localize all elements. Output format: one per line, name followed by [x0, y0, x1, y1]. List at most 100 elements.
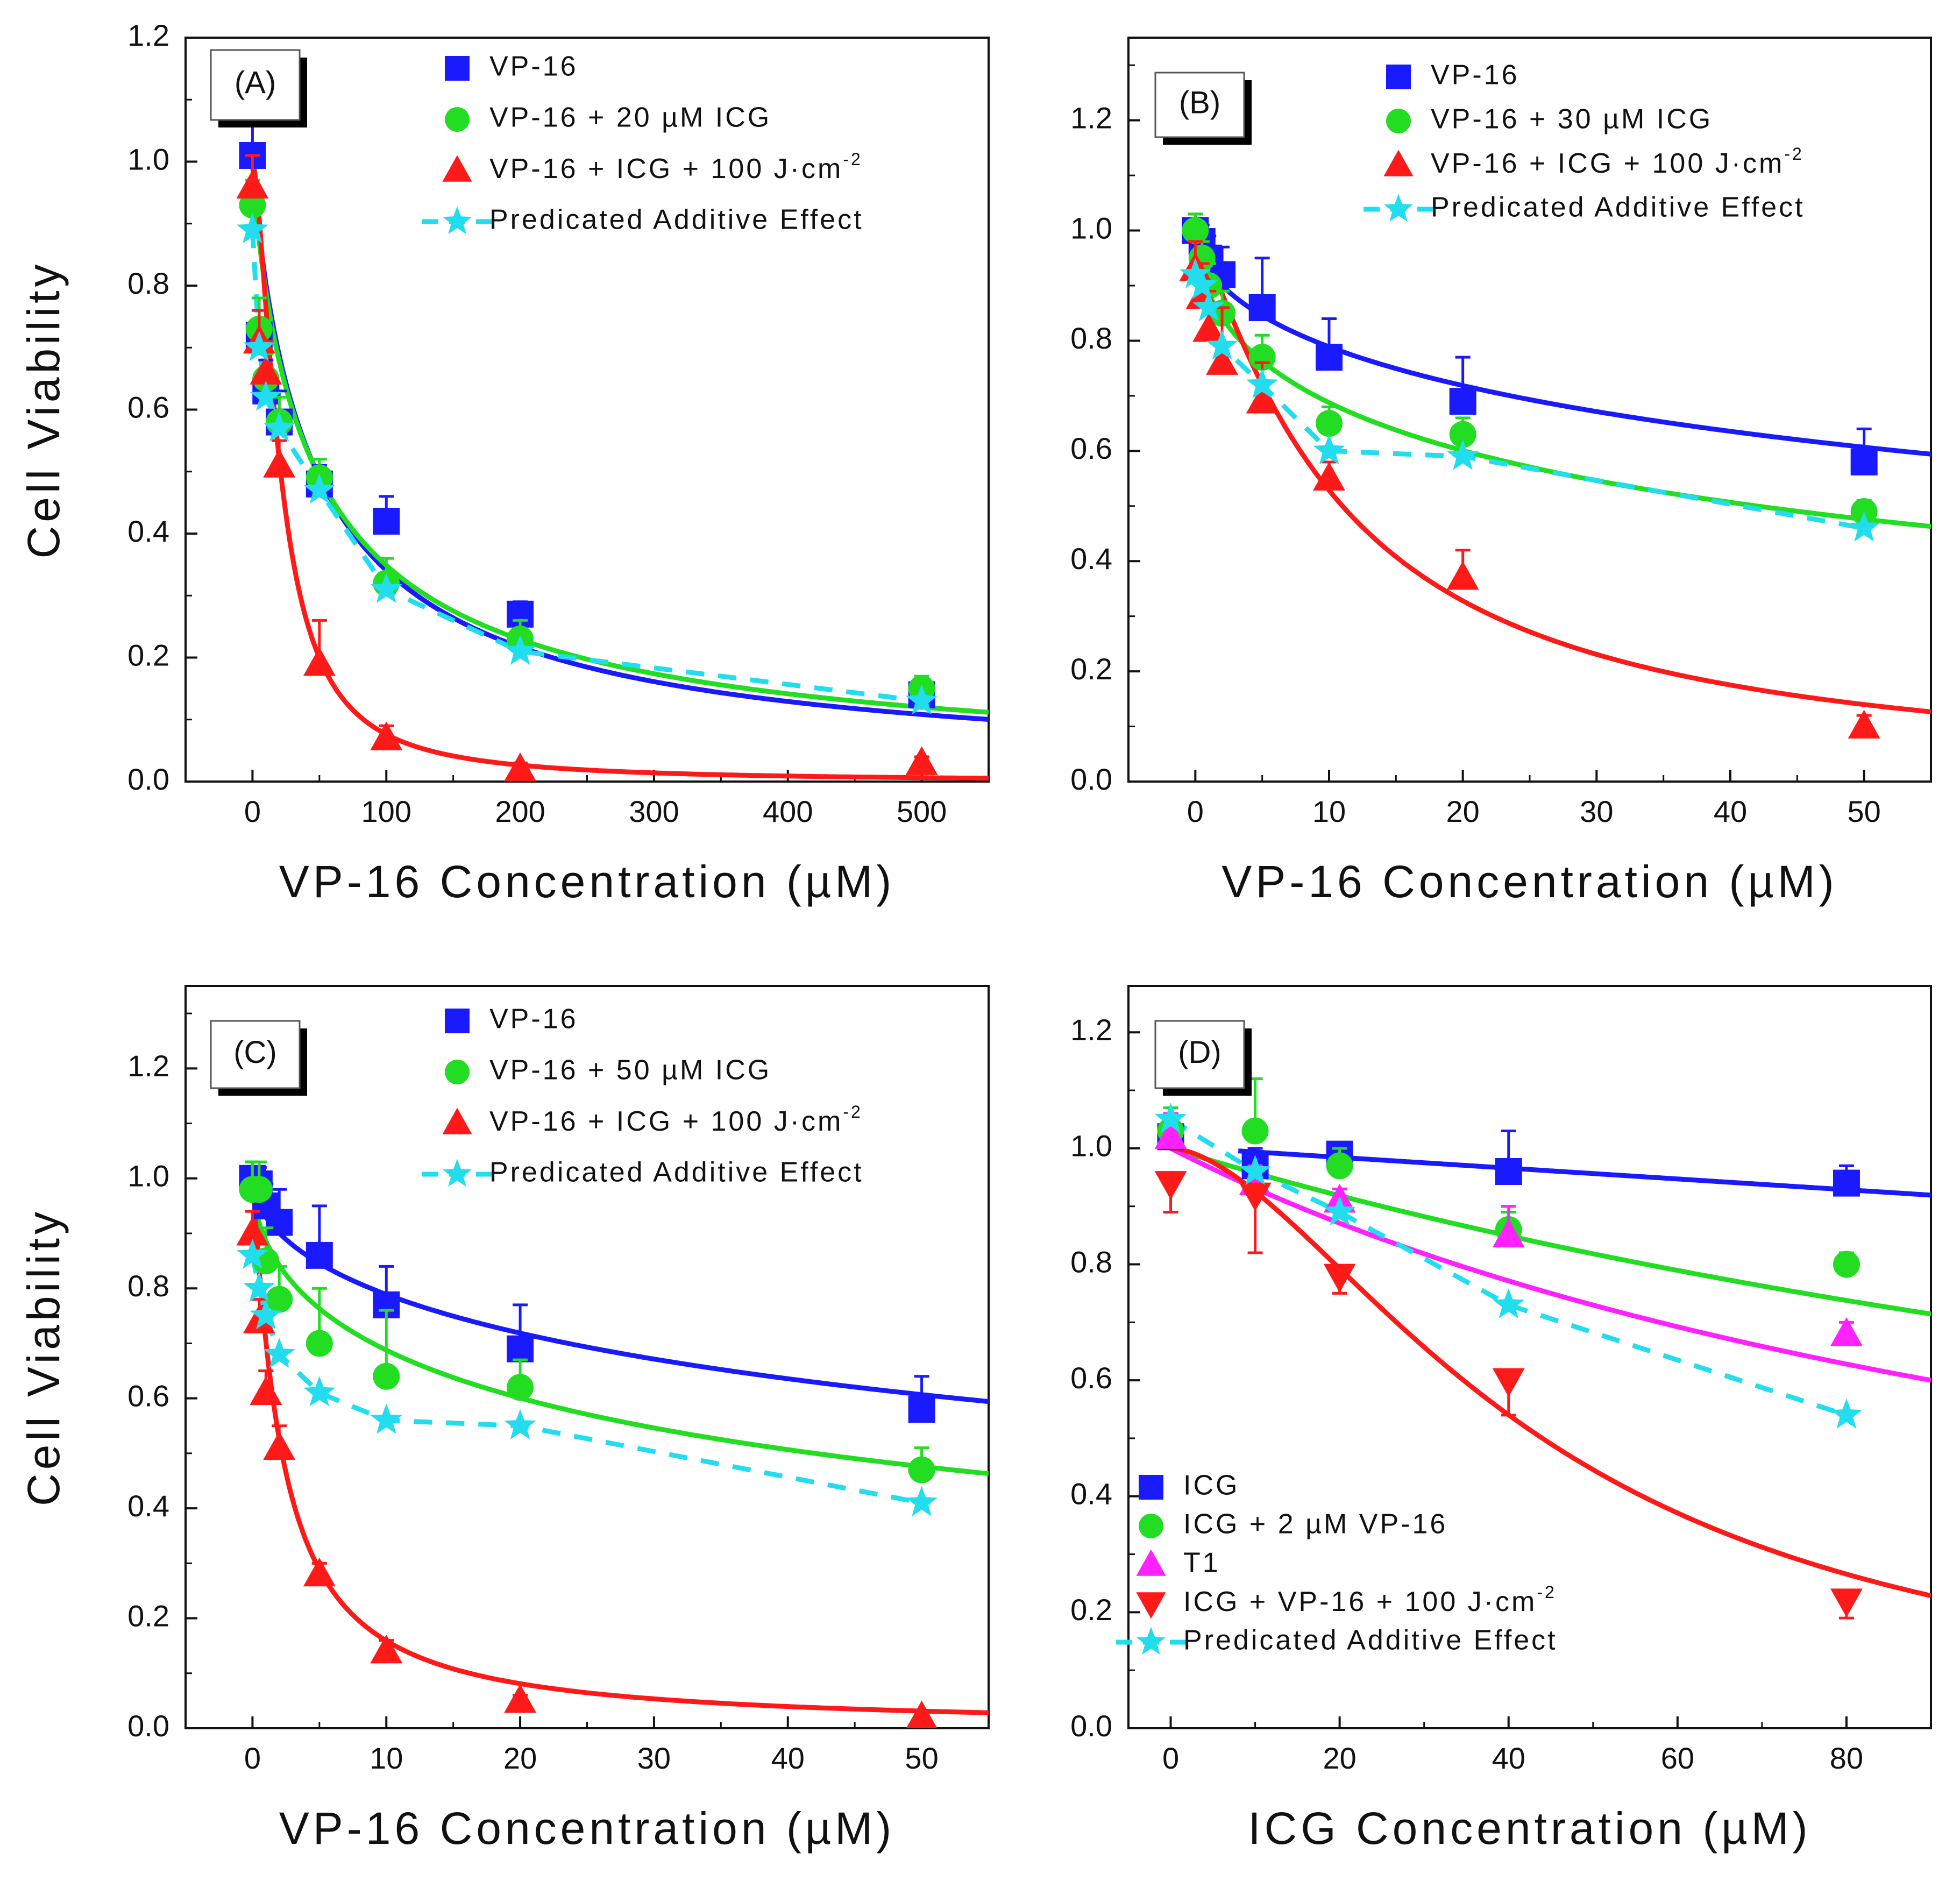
x-tick-label: 40 [771, 1741, 805, 1775]
panel-tag: (A) [210, 49, 307, 127]
x-axis-title: VP-16 Concentration (µM) [279, 856, 895, 907]
data-point [504, 635, 536, 665]
data-point [507, 1374, 534, 1401]
data-point [1492, 1368, 1525, 1397]
fit-curve [1238, 1148, 1931, 1198]
panel-tag-box [1154, 72, 1245, 138]
data-point [1246, 385, 1279, 414]
legend-label: ICG + 2 µM VP-16 [1183, 1509, 1447, 1540]
panel-tag: (C) [210, 1020, 307, 1096]
y-tick-label: 0.2 [127, 1599, 169, 1632]
data-point [303, 647, 336, 676]
legend-marker [442, 1108, 472, 1134]
data-point [1192, 291, 1225, 322]
y-tick-label: 0.8 [1070, 1245, 1112, 1279]
y-tick-label: 0.0 [1070, 1709, 1112, 1743]
data-point [370, 1634, 403, 1664]
y-tick-label: 0.6 [127, 390, 169, 424]
data-point [1850, 448, 1878, 475]
data-point [236, 1238, 268, 1269]
data-point [1192, 313, 1225, 342]
data-point [1248, 294, 1276, 321]
data-point [1182, 217, 1209, 244]
x-axis-title: VP-16 Concentration (µM) [1222, 856, 1837, 907]
data-point [306, 1241, 333, 1269]
data-point [1239, 1182, 1272, 1212]
legend-label: ICG [1183, 1470, 1239, 1501]
legend-label: Predicated Additive Effect [1431, 192, 1805, 223]
data-point [504, 752, 537, 782]
y-tick-label: 0.6 [1070, 431, 1112, 465]
fit-curve [250, 1176, 989, 1715]
additive-line [250, 230, 922, 704]
data-point [1848, 709, 1880, 739]
x-tick-label: 50 [1848, 794, 1881, 828]
data-point [250, 356, 282, 385]
x-tick-label: 400 [763, 794, 813, 828]
y-tick-label: 1.2 [127, 18, 169, 52]
data-point [370, 721, 403, 750]
fit-curve [250, 159, 989, 715]
data-point [250, 1376, 282, 1405]
legend-label: VP-16 + 30 µM ICG [1431, 104, 1713, 135]
plot-area [236, 1160, 989, 1728]
y-tick-label: 0.8 [1070, 321, 1112, 355]
y-tick-label: 0.2 [127, 638, 169, 672]
fit-curve [250, 1176, 989, 1477]
plot-area [1179, 212, 1931, 739]
y-tick-label: 1.0 [127, 142, 169, 176]
data-point [1323, 1264, 1356, 1293]
data-point [1154, 1171, 1187, 1200]
data-point [236, 213, 268, 244]
legend-marker [1139, 1514, 1163, 1538]
x-tick-label: 40 [1714, 794, 1747, 828]
fit-curve [1168, 1146, 1931, 1383]
data-point [1154, 1120, 1187, 1149]
data-point [266, 1209, 293, 1236]
data-point [1206, 329, 1238, 360]
fit-curve [1192, 228, 1931, 457]
y-axis-title: Cell Viability [18, 261, 69, 559]
legend: VP-16 VP-16 + 20 µM ICG VP-16 + ICG + 100 … [422, 51, 862, 236]
data-point [507, 1335, 534, 1362]
panel-tag-label: (C) [233, 1035, 277, 1070]
data-point [906, 684, 938, 715]
y-tick-label: 0.2 [1070, 652, 1112, 686]
y-tick-label: 0.4 [1070, 1477, 1112, 1511]
legend-marker [1383, 150, 1414, 176]
data-point [236, 169, 269, 199]
data-point [1833, 1251, 1860, 1278]
legend-marker [442, 1159, 472, 1187]
legend-marker [1136, 1627, 1166, 1655]
data-point [1830, 1317, 1863, 1346]
legend-marker [1139, 1475, 1163, 1500]
y-tick-label: 0.4 [127, 514, 169, 548]
panel-tag: (B) [1154, 72, 1252, 145]
data-point [1830, 1588, 1863, 1617]
y-tick-label: 0.4 [127, 1489, 169, 1523]
x-tick-label: 40 [1492, 1741, 1525, 1775]
legend-label: VP-16 [489, 1004, 578, 1035]
plot-frame [184, 985, 990, 1729]
legend-marker [445, 56, 470, 81]
data-point [263, 1431, 296, 1460]
y-tick-label: 0.0 [1070, 762, 1112, 796]
legend-label: VP-16 + 20 µM ICG [489, 102, 771, 133]
data-point [250, 1299, 282, 1330]
y-tick-label: 0.4 [1070, 542, 1112, 576]
data-point [243, 1272, 275, 1302]
panel-tag-box [1154, 1020, 1245, 1089]
legend-label: Predicated Additive Effect [1183, 1625, 1558, 1656]
x-tick-label: 300 [629, 794, 679, 828]
legend-marker [445, 1009, 470, 1033]
x-tick-label: 30 [637, 1741, 671, 1775]
additive-line [1169, 1117, 1848, 1418]
x-tick-label: 20 [1323, 1741, 1356, 1775]
y-tick-label: 0.2 [1070, 1593, 1112, 1627]
x-tick-label: 20 [503, 1741, 537, 1775]
data-point [905, 746, 938, 775]
data-point [1239, 1155, 1272, 1186]
data-point [1492, 1218, 1525, 1248]
panel-tag-label: (A) [235, 65, 276, 100]
y-tick-label: 0.0 [127, 762, 169, 796]
